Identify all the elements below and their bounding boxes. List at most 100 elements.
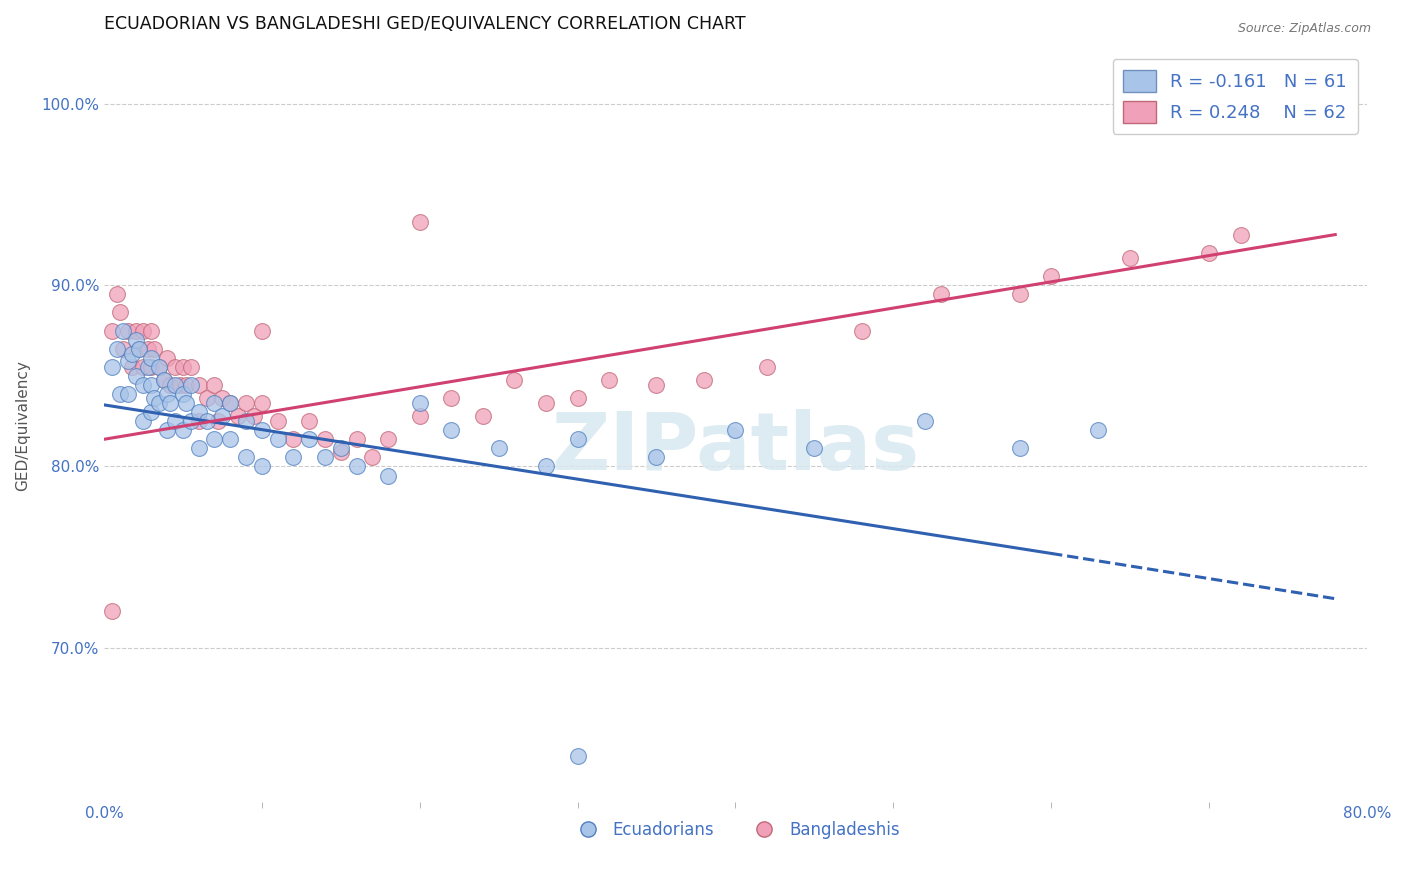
Point <box>329 442 352 456</box>
Point <box>124 368 146 383</box>
Point <box>136 342 159 356</box>
Text: ECUADORIAN VS BANGLADESHI GED/EQUIVALENCY CORRELATION CHART: ECUADORIAN VS BANGLADESHI GED/EQUIVALENC… <box>104 15 745 33</box>
Point <box>117 354 139 368</box>
Point <box>471 409 494 423</box>
Point <box>195 414 218 428</box>
Point <box>117 387 139 401</box>
Point <box>851 324 873 338</box>
Point <box>235 396 257 410</box>
Point <box>180 414 202 428</box>
Point <box>105 287 128 301</box>
Point <box>534 459 557 474</box>
Point <box>1040 269 1063 284</box>
Point <box>163 414 186 428</box>
Point <box>314 432 336 446</box>
Point <box>219 432 242 446</box>
Point <box>283 450 305 465</box>
Point <box>124 324 146 338</box>
Legend: Ecuadorians, Bangladeshis: Ecuadorians, Bangladeshis <box>564 814 907 846</box>
Point <box>567 391 589 405</box>
Y-axis label: GED/Equivalency: GED/Equivalency <box>15 360 30 491</box>
Point <box>645 378 668 392</box>
Point <box>101 359 124 374</box>
Point <box>361 450 384 465</box>
Point <box>1008 442 1031 456</box>
Point <box>153 372 176 386</box>
Point <box>136 359 159 374</box>
Point <box>298 432 321 446</box>
Point <box>207 414 229 428</box>
Point <box>121 347 143 361</box>
Point <box>645 450 668 465</box>
Point <box>329 445 352 459</box>
Point <box>250 459 273 474</box>
Point <box>408 396 430 410</box>
Point <box>156 423 179 437</box>
Point <box>105 342 128 356</box>
Point <box>298 414 321 428</box>
Point <box>172 359 194 374</box>
Point <box>219 396 242 410</box>
Point <box>174 396 197 410</box>
Point <box>266 414 288 428</box>
Point <box>346 432 368 446</box>
Point <box>132 378 155 392</box>
Point <box>141 359 163 374</box>
Point <box>488 442 510 456</box>
Point <box>377 432 399 446</box>
Point <box>440 391 463 405</box>
Point <box>111 342 134 356</box>
Point <box>163 359 186 374</box>
Point <box>108 305 131 319</box>
Point <box>172 423 194 437</box>
Point <box>187 442 209 456</box>
Point <box>408 215 430 229</box>
Point <box>235 414 257 428</box>
Point <box>163 378 186 392</box>
Point <box>693 372 716 386</box>
Point <box>314 450 336 465</box>
Point <box>204 432 226 446</box>
Point <box>172 387 194 401</box>
Point <box>187 414 209 428</box>
Point <box>159 396 181 410</box>
Point <box>567 432 589 446</box>
Point <box>187 405 209 419</box>
Point <box>148 359 170 374</box>
Point <box>117 324 139 338</box>
Point <box>156 351 179 365</box>
Point <box>346 459 368 474</box>
Point <box>141 324 163 338</box>
Point <box>377 468 399 483</box>
Point <box>440 423 463 437</box>
Point <box>1119 251 1142 265</box>
Point <box>180 378 202 392</box>
Point <box>141 378 163 392</box>
Point <box>187 378 209 392</box>
Text: Source: ZipAtlas.com: Source: ZipAtlas.com <box>1237 22 1371 36</box>
Point <box>108 387 131 401</box>
Point <box>132 324 155 338</box>
Point <box>132 359 155 374</box>
Point <box>250 423 273 437</box>
Point <box>174 378 197 392</box>
Point <box>534 396 557 410</box>
Point <box>211 409 233 423</box>
Point <box>141 405 163 419</box>
Point <box>132 414 155 428</box>
Point <box>153 372 176 386</box>
Point <box>250 396 273 410</box>
Point <box>156 387 179 401</box>
Point <box>929 287 952 301</box>
Point <box>567 749 589 764</box>
Point <box>143 391 166 405</box>
Point <box>204 396 226 410</box>
Point <box>169 378 191 392</box>
Point <box>914 414 936 428</box>
Point <box>503 372 526 386</box>
Point <box>755 359 778 374</box>
Point <box>121 359 143 374</box>
Point <box>250 324 273 338</box>
Point <box>1198 245 1220 260</box>
Point <box>598 372 620 386</box>
